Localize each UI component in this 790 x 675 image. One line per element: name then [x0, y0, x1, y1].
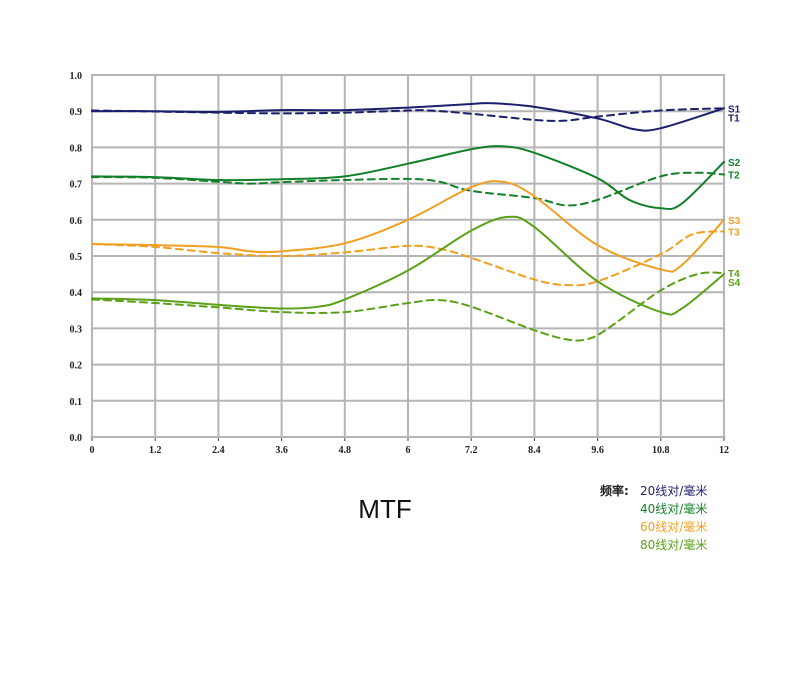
series-label-t4: T4: [728, 269, 740, 280]
chart-title: MTF: [358, 494, 412, 524]
x-tick-label: 0: [90, 445, 95, 456]
legend-entry-20: 20线对/毫米: [640, 484, 708, 498]
y-tick-label: 1.0: [70, 71, 83, 82]
x-tick-label: 8.4: [528, 445, 541, 456]
y-tick-label: 0.9: [70, 107, 83, 118]
legend-entry-60: 60线对/毫米: [640, 520, 708, 534]
x-tick-label: 6: [406, 445, 411, 456]
y-tick-label: 0.3: [70, 324, 83, 335]
series-label-s3: S3: [728, 216, 741, 227]
x-tick-label: 2.4: [212, 445, 225, 456]
series-line-t3: [91, 230, 725, 287]
series-label-t3: T3: [728, 227, 740, 238]
chart-tick-labels: 0 1.2 2.4 3.6 4.8 6 7.2 8.4 9.6 10.8 12 0.0 0.1 0.2 0.…: [70, 71, 730, 456]
legend-row-2: 40线对/毫米: [600, 500, 707, 518]
y-tick-label: 0.7: [70, 180, 83, 191]
chart-legend: 频率: 20线对/毫米 40线对/毫米 60线对/毫米 80线对/毫米: [600, 482, 707, 554]
series-line-s3: [91, 180, 725, 273]
y-tick-label: 0.8: [70, 143, 83, 154]
y-tick-label: 0.0: [70, 433, 83, 444]
series-label-s1: S1: [728, 104, 741, 115]
series-label-t1: T1: [728, 113, 740, 124]
series-line-s2: [91, 145, 725, 211]
series-label-t2: T2: [728, 171, 740, 182]
series-label-s4: S4: [728, 278, 741, 289]
chart-grid: [91, 74, 725, 441]
y-tick-label: 0.4: [70, 288, 83, 299]
x-tick-label: 7.2: [465, 445, 478, 456]
legend-entry-40: 40线对/毫米: [640, 502, 708, 516]
chart-series-lines: [91, 102, 725, 342]
legend-row-1: 频率: 20线对/毫米: [600, 482, 707, 500]
x-tick-label: 3.6: [275, 445, 288, 456]
series-line-t4: [91, 271, 725, 342]
x-tick-label: 9.6: [591, 445, 604, 456]
series-line-t1: [91, 107, 725, 122]
x-tick-label: 10.8: [652, 445, 670, 456]
series-line-s4: [91, 215, 725, 316]
x-tick-label: 4.8: [339, 445, 352, 456]
series-label-s2: S2: [728, 158, 741, 169]
series-line-t2: [91, 171, 725, 207]
y-tick-label: 0.2: [70, 361, 83, 372]
y-tick-label: 0.6: [70, 216, 83, 227]
x-tick-label: 12: [719, 445, 729, 456]
x-tick-label: 1.2: [149, 445, 162, 456]
y-tick-label: 0.1: [70, 397, 83, 408]
legend-heading: 频率:: [600, 484, 629, 498]
legend-row-4: 80线对/毫米: [600, 536, 707, 554]
y-tick-label: 0.5: [70, 252, 83, 263]
legend-row-3: 60线对/毫米: [600, 518, 707, 536]
legend-entry-80: 80线对/毫米: [640, 538, 708, 552]
